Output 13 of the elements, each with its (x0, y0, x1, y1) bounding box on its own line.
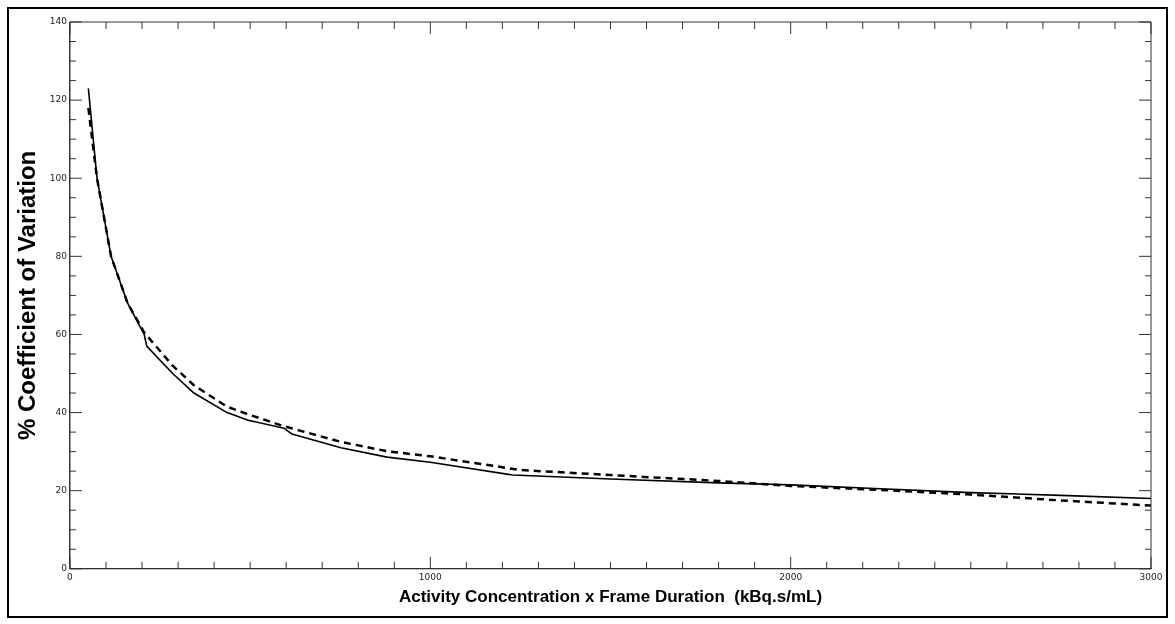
y-tick-label: 20 (55, 485, 68, 496)
y-tick-label: 120 (49, 94, 68, 105)
x-tick-label: 2000 (779, 571, 803, 582)
y-tick-label: 0 (61, 563, 68, 574)
y-tick-label: 100 (49, 172, 68, 183)
x-tick-label: 3000 (1139, 571, 1163, 582)
y-axis-title: % Coefficient of Variation (13, 150, 41, 441)
x-axis-title: Activity Concentration x Frame Duration (kBq.s/mL) (398, 587, 823, 607)
y-tick-label: 40 (55, 406, 68, 417)
x-tick-label: 1000 (418, 571, 443, 582)
y-tick-label: 80 (55, 250, 68, 261)
y-tick-label: 60 (55, 328, 68, 339)
y-tick-label: 140 (49, 16, 68, 27)
